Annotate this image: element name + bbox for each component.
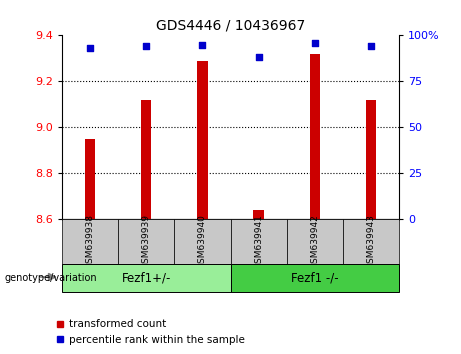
Text: Fezf1 -/-: Fezf1 -/- — [291, 272, 338, 284]
FancyBboxPatch shape — [62, 264, 230, 292]
Point — [87, 45, 94, 51]
Bar — [197, 61, 207, 219]
Bar — [85, 139, 95, 219]
Text: GSM639943: GSM639943 — [366, 214, 375, 269]
Text: GSM639941: GSM639941 — [254, 214, 263, 269]
Bar — [366, 100, 376, 219]
Point — [255, 55, 262, 60]
Bar — [310, 54, 319, 219]
Bar — [142, 100, 151, 219]
Point — [311, 40, 318, 46]
Point — [367, 44, 374, 49]
Text: genotype/variation: genotype/variation — [5, 273, 97, 283]
Text: GSM639942: GSM639942 — [310, 214, 319, 269]
Point — [199, 42, 206, 47]
Text: GSM639939: GSM639939 — [142, 214, 151, 269]
Text: GSM639938: GSM639938 — [86, 214, 95, 269]
FancyBboxPatch shape — [287, 219, 343, 264]
FancyBboxPatch shape — [174, 219, 230, 264]
FancyBboxPatch shape — [343, 219, 399, 264]
FancyBboxPatch shape — [118, 219, 174, 264]
Text: GSM639940: GSM639940 — [198, 214, 207, 269]
FancyBboxPatch shape — [230, 264, 399, 292]
FancyBboxPatch shape — [62, 219, 118, 264]
Point — [142, 44, 150, 49]
Bar — [254, 210, 264, 219]
Text: Fezf1+/-: Fezf1+/- — [122, 272, 171, 284]
Title: GDS4446 / 10436967: GDS4446 / 10436967 — [156, 19, 305, 33]
FancyBboxPatch shape — [230, 219, 287, 264]
Legend: transformed count, percentile rank within the sample: transformed count, percentile rank withi… — [51, 315, 249, 349]
